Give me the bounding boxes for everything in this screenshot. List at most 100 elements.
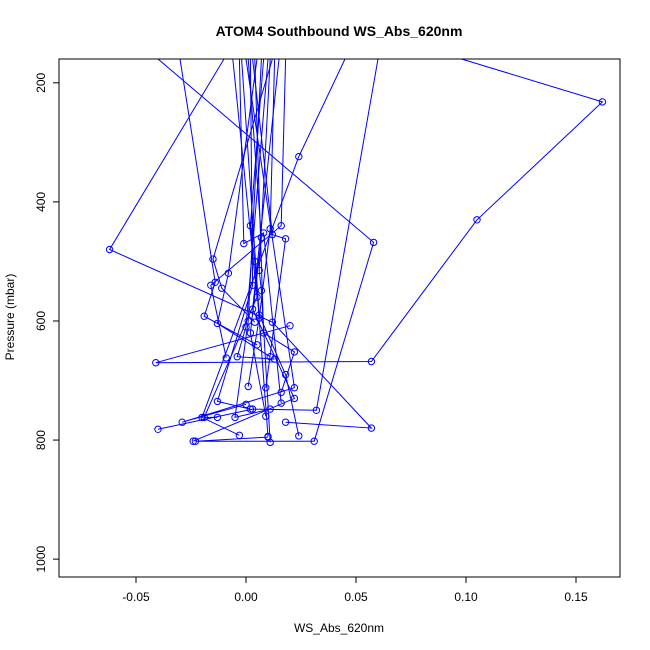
data-point: [189, 437, 197, 445]
data-point: [233, 353, 241, 361]
x-tick-label: 0.15: [564, 590, 588, 604]
data-point: [218, 284, 226, 292]
data-point: [255, 311, 263, 319]
y-tick-label: 800: [34, 430, 48, 450]
data-point: [231, 413, 239, 422]
data-point: [257, 286, 266, 295]
chart-title: ATOM4 Southbound WS_Abs_620nm: [216, 23, 463, 39]
data-point: [281, 235, 290, 243]
data-point: [281, 418, 290, 426]
y-tick-label: 600: [34, 311, 48, 331]
series-line-5: [157, 59, 379, 430]
data-point: [246, 329, 255, 337]
data-point: [246, 405, 255, 413]
data-point: [213, 413, 222, 422]
series-line-9: [210, 59, 287, 359]
data-point: [235, 431, 244, 439]
data-point: [259, 329, 268, 337]
series-line-3: [157, 59, 375, 442]
data-point: [213, 319, 222, 328]
series-markers: [105, 98, 607, 447]
data-point: [240, 239, 248, 248]
data-point: [224, 269, 233, 277]
series-line-16: [193, 59, 296, 442]
y-tick-label: 1000: [34, 545, 48, 572]
series-line-7: [179, 59, 258, 346]
x-axis-label: WS_Abs_620nm: [294, 621, 384, 635]
data-point: [295, 432, 303, 440]
data-point: [286, 322, 294, 330]
data-point: [242, 323, 250, 331]
data-point: [253, 293, 261, 301]
data-point: [266, 438, 274, 447]
data-point: [290, 394, 299, 403]
data-point: [290, 384, 299, 392]
data-point: [598, 98, 607, 106]
data-point: [248, 305, 257, 313]
series-line-21: [236, 59, 275, 360]
data-point: [154, 425, 162, 433]
data-point: [367, 424, 376, 432]
data-point: [259, 229, 268, 237]
data-point: [253, 341, 261, 349]
series-line-8: [216, 59, 271, 358]
series-line-14: [258, 59, 271, 443]
x-tick-label: 0.10: [454, 590, 478, 604]
series-line-11: [252, 59, 287, 388]
x-axis: -0.05 0.00 0.05 0.10 0.15: [122, 577, 588, 604]
data-point: [266, 405, 274, 413]
data-point: [266, 225, 274, 233]
series-line-1: [155, 59, 604, 364]
series-line-17: [216, 59, 254, 410]
data-point: [310, 437, 318, 445]
data-point: [255, 266, 263, 275]
data-point: [248, 281, 257, 289]
data-point: [262, 412, 270, 420]
data-point: [105, 245, 114, 254]
data-point: [178, 418, 186, 426]
data-point: [207, 281, 215, 289]
series-lines: [108, 59, 604, 443]
x-tick-label: -0.05: [122, 590, 150, 604]
series-line-19: [241, 59, 300, 437]
data-point: [213, 397, 222, 406]
data-point: [200, 312, 208, 320]
data-point: [209, 255, 217, 263]
y-tick-label: 400: [34, 192, 48, 212]
data-point: [277, 388, 285, 397]
x-tick-label: 0.00: [234, 590, 258, 604]
data-point: [268, 318, 277, 326]
data-point: [312, 406, 321, 414]
plot-frame: [58, 58, 621, 578]
data-point: [369, 238, 378, 247]
data-point: [295, 152, 303, 161]
data-point: [246, 222, 255, 230]
data-point: [281, 370, 290, 379]
data-point: [257, 233, 266, 242]
data-point: [367, 357, 376, 366]
data-point: [266, 353, 274, 361]
data-point: [198, 413, 206, 422]
series-line-18: [234, 59, 271, 419]
data-point: [244, 382, 252, 391]
data-point: [152, 359, 160, 367]
data-point: [255, 314, 263, 322]
y-tick-label: 200: [34, 72, 48, 92]
data-point: [290, 348, 299, 356]
data-point: [277, 222, 285, 230]
data-point: [200, 413, 208, 422]
data-point: [251, 257, 259, 266]
data-point: [242, 400, 250, 408]
data-point: [270, 355, 279, 363]
data-point: [222, 354, 230, 362]
data-point: [262, 384, 270, 392]
data-point: [191, 437, 200, 445]
y-axis-label: Pressure (mbar): [3, 274, 17, 361]
data-point: [248, 405, 257, 413]
y-axis: 200 400 600 800 1000: [34, 72, 59, 572]
series-line-15: [203, 59, 258, 418]
x-tick-label: 0.05: [344, 590, 368, 604]
data-point: [473, 216, 481, 224]
data-point: [277, 399, 285, 407]
